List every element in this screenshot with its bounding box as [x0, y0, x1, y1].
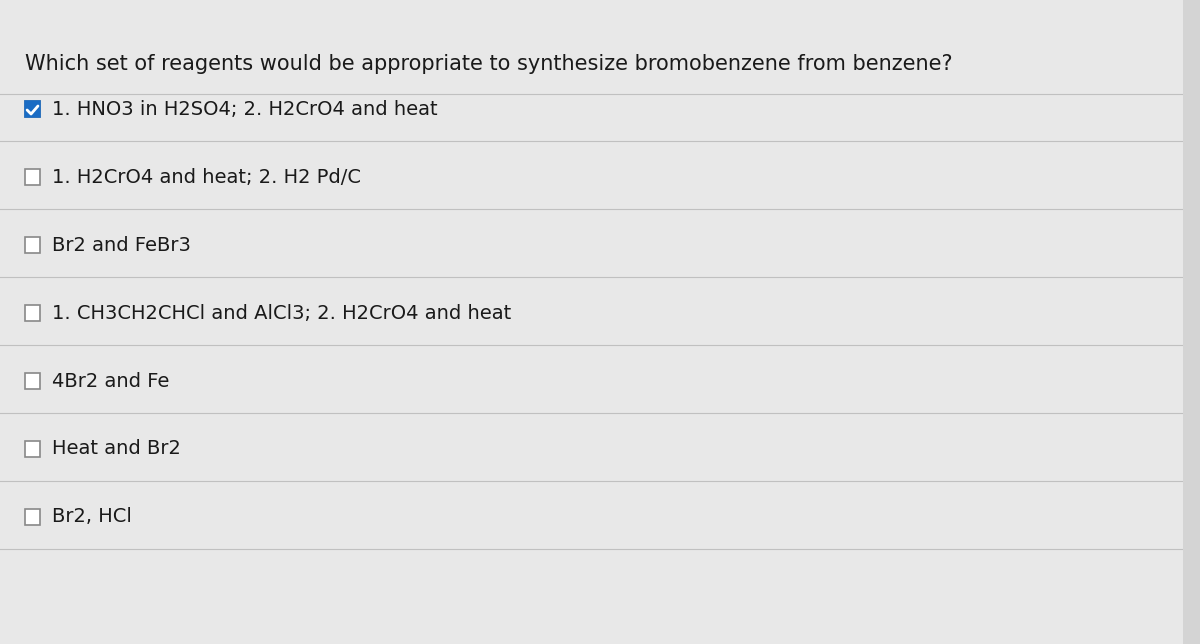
Bar — [25, 237, 41, 253]
Text: Which set of reagents would be appropriate to synthesize bromobenzene from benze: Which set of reagents would be appropria… — [25, 54, 953, 74]
Text: 4Br2 and Fe: 4Br2 and Fe — [53, 372, 169, 390]
Text: 1. HNO3 in H2SO4; 2. H2CrO4 and heat: 1. HNO3 in H2SO4; 2. H2CrO4 and heat — [53, 100, 438, 118]
Text: 1. CH3CH2CHCl and AlCl3; 2. H2CrO4 and heat: 1. CH3CH2CHCl and AlCl3; 2. H2CrO4 and h… — [53, 303, 511, 323]
Bar — [25, 509, 41, 525]
Bar — [25, 373, 41, 389]
Bar — [25, 441, 41, 457]
Bar — [25, 169, 41, 185]
Bar — [25, 101, 41, 117]
Text: Heat and Br2: Heat and Br2 — [53, 439, 181, 459]
Bar — [25, 305, 41, 321]
Text: Br2, HCl: Br2, HCl — [53, 507, 132, 527]
Text: Br2 and FeBr3: Br2 and FeBr3 — [53, 236, 191, 254]
Text: 1. H2CrO4 and heat; 2. H2 Pd/C: 1. H2CrO4 and heat; 2. H2 Pd/C — [53, 167, 361, 187]
Bar — [25, 101, 41, 117]
